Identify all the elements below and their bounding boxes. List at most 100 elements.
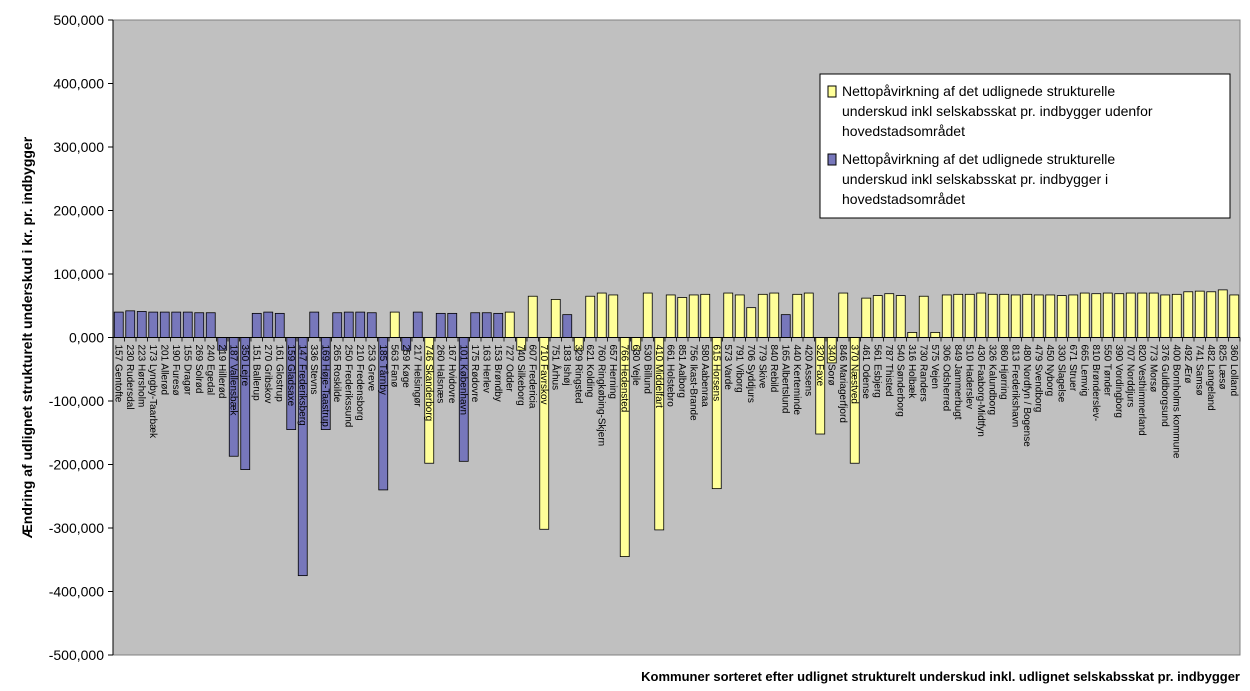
y-tick-label: -500,000 <box>49 647 104 663</box>
x-tick-label: 219 Hillerød <box>216 345 227 399</box>
x-tick-label: 259 Køge <box>400 345 411 389</box>
x-tick-label: 187 Vallensbæk <box>227 345 238 417</box>
x-axis-title: Kommuner sorteret efter udlignet struktu… <box>641 669 1240 684</box>
bar <box>596 292 607 338</box>
y-tick-label: 400,000 <box>53 76 104 92</box>
x-tick-label: 410 Middelfart <box>653 345 664 409</box>
bar <box>1010 294 1021 338</box>
x-tick-label: 440 Kerteminde <box>791 345 802 416</box>
bar <box>1045 294 1056 338</box>
x-tick-label: 190 Furesø <box>170 345 181 396</box>
x-tick-label: 665 Lemvig <box>1078 345 1089 397</box>
y-tick-label: 500,000 <box>53 12 104 28</box>
bar <box>1033 294 1044 338</box>
x-tick-label: 101 København <box>457 345 468 416</box>
y-tick-label: -300,000 <box>49 520 104 536</box>
x-tick-label: 840 Rebild <box>768 345 779 393</box>
bar <box>263 311 274 338</box>
bar <box>780 314 791 338</box>
x-tick-label: 340 Sorø <box>825 345 836 386</box>
x-tick-label: 730 Randers <box>917 345 928 402</box>
x-tick-label: 550 Tønder <box>1101 345 1112 397</box>
bar <box>677 297 688 338</box>
x-tick-label: 336 Stevns <box>308 345 319 395</box>
x-tick-label: 157 Gentofte <box>112 345 123 403</box>
x-tick-label: 707 Norddjurs <box>1124 345 1135 408</box>
bar <box>274 312 285 338</box>
x-tick-label: 727 Odder <box>503 345 514 393</box>
bar <box>1160 294 1171 338</box>
bar <box>113 311 124 338</box>
bar <box>792 293 803 338</box>
bar <box>838 292 849 338</box>
y-axis-title: Ændring af udlignet strukturelt undersku… <box>19 136 35 538</box>
bar <box>355 311 366 338</box>
x-tick-label: 147 Frederiksberg <box>296 345 307 426</box>
x-tick-label: 217 Helsingør <box>411 345 422 408</box>
bar <box>861 297 872 338</box>
x-tick-label: 779 Skive <box>756 345 767 389</box>
x-tick-label: 479 Svendborg <box>1032 345 1043 413</box>
legend-swatch-inside <box>827 153 837 166</box>
x-tick-label: 710 Favrskov <box>538 345 549 405</box>
x-tick-label: 615 Horsens <box>710 345 721 402</box>
x-tick-label: 461 Odense <box>860 345 871 400</box>
bar <box>447 312 458 338</box>
bar <box>688 294 699 338</box>
x-tick-label: 580 Aabenraa <box>699 345 710 408</box>
x-tick-label: 223 Hørsholm <box>135 345 146 408</box>
x-tick-label: 741 Samsø <box>1193 345 1204 396</box>
x-tick-label: 825 Læsø <box>1216 345 1227 390</box>
bar <box>700 293 711 338</box>
bar <box>585 295 596 338</box>
bar <box>412 311 423 338</box>
x-tick-label: 159 Gladsaxe <box>285 345 296 407</box>
x-tick-label: 161 Glostrup <box>273 345 284 403</box>
x-tick-label: 329 Ringsted <box>572 345 583 404</box>
x-tick-label: 813 Frederikshavn <box>1009 345 1020 428</box>
x-tick-label: 746 Skanderborg <box>423 345 434 422</box>
bar <box>803 292 814 338</box>
x-tick-label: 370 Næstved <box>848 345 859 404</box>
bar <box>435 312 446 338</box>
x-tick-label: 175 Rødovre <box>469 345 480 403</box>
bar <box>665 294 676 338</box>
x-tick-label: 430 Faaborg-Midtfyn <box>975 345 986 437</box>
legend-box <box>819 73 1231 219</box>
bar <box>332 312 343 338</box>
bar <box>895 295 906 338</box>
x-tick-label: 316 Holbæk <box>906 345 917 400</box>
x-tick-label: 661 Holstebro <box>664 345 675 408</box>
x-tick-label: 260 Halsnæs <box>434 345 445 404</box>
bar <box>309 311 320 338</box>
x-tick-label: 167 Hvidovre <box>446 345 457 404</box>
bar <box>1137 292 1148 338</box>
bar <box>1114 293 1125 338</box>
x-tick-label: 450 Nyborg <box>1044 345 1055 397</box>
x-tick-label: 607 Fredericia <box>526 345 537 409</box>
bar <box>1148 292 1159 338</box>
bar <box>1102 292 1113 338</box>
x-tick-label: 210 Fredensborg <box>354 345 365 421</box>
bar <box>504 311 515 338</box>
bar <box>953 293 964 338</box>
legend-label-inside: Nettopåvirkning af det udlignede struktu… <box>842 151 1115 207</box>
bar <box>1171 293 1182 338</box>
bar <box>746 307 757 338</box>
x-tick-label: 851 Aalborg <box>676 345 687 398</box>
x-tick-label: 760 Ringkøbing-Skjern <box>595 345 606 447</box>
x-tick-label: 810 Brønderslev- <box>1090 345 1101 422</box>
x-tick-label: 151 Ballerup <box>250 345 261 402</box>
bar <box>1206 291 1217 338</box>
bar <box>343 311 354 338</box>
bar <box>136 311 147 338</box>
bar <box>1068 294 1079 338</box>
legend-label-outside: Nettopåvirkning af det udlignede struktu… <box>842 83 1153 139</box>
bar <box>194 312 205 338</box>
bar <box>1091 293 1102 338</box>
bar <box>389 311 400 338</box>
bar <box>171 311 182 338</box>
x-tick-label: 306 Odsherred <box>940 345 951 412</box>
x-tick-label: 250 Frederikssund <box>342 345 353 428</box>
